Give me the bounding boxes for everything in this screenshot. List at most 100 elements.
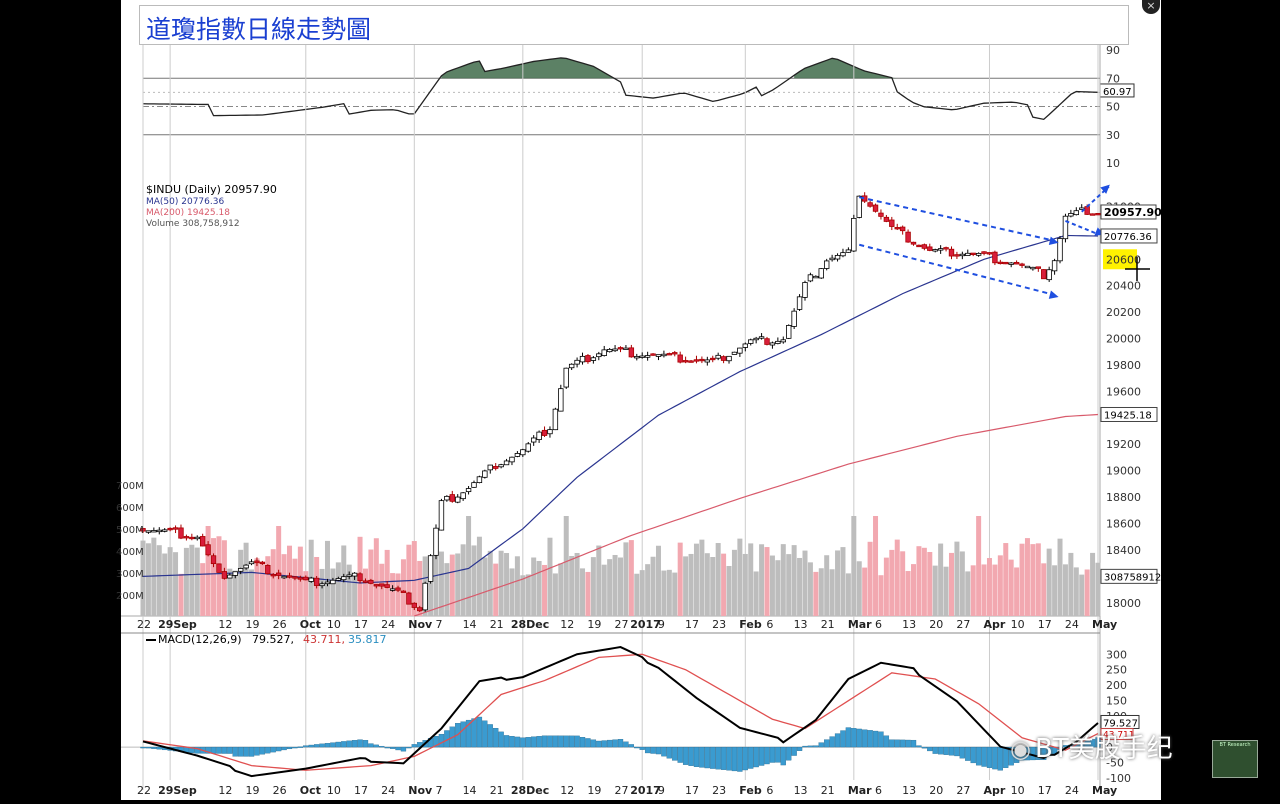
macd-hist-bar <box>1013 746 1020 763</box>
volume-bar <box>216 536 222 616</box>
macd-hist-bar <box>313 744 320 748</box>
volume-bar <box>851 516 857 616</box>
macd-hist-bar <box>796 746 803 751</box>
candle-body <box>368 579 374 584</box>
price-tick-label: 18600 <box>1106 518 1141 531</box>
candle-body <box>579 355 586 363</box>
candle-body <box>596 353 602 358</box>
candle-body <box>503 460 510 466</box>
candle-body <box>1035 266 1042 269</box>
macd-hist-bar <box>1008 746 1014 766</box>
macd-hist-bar <box>406 746 412 749</box>
price-marker-box <box>1100 406 1158 422</box>
x-axis-label: 20 <box>929 618 943 631</box>
candle-body <box>878 212 884 217</box>
volume-bar <box>281 554 287 616</box>
candle-body <box>710 357 716 361</box>
volume-bar <box>916 546 922 616</box>
volume-bar <box>444 563 450 616</box>
price-legend-item: $INDU (Daily) 20957.90 <box>146 183 277 196</box>
x-axis-label-bottom: 6 <box>766 784 773 797</box>
macd-hist-bar <box>775 746 781 763</box>
volume-bar <box>802 550 808 616</box>
candle-body <box>916 244 922 248</box>
volume-bar <box>704 553 710 616</box>
macd-hist-bar <box>948 746 955 756</box>
x-axis-label-bottom: 2017 <box>630 784 661 797</box>
macd-hist-bar <box>688 746 694 766</box>
candle-body <box>986 252 993 255</box>
x-axis-label: 27 <box>615 618 629 631</box>
candle-body <box>623 347 629 350</box>
volume-bar <box>1003 543 1009 616</box>
x-axis-label: 27 <box>956 618 970 631</box>
rsi-panel: 90 70 50 30 10 60.97 <box>142 44 1135 170</box>
volume-bar <box>433 538 439 616</box>
volume-bar <box>677 542 683 616</box>
candle-body <box>330 579 336 585</box>
macd-hist-bar <box>910 739 917 748</box>
candle-body <box>1068 213 1074 217</box>
macd-hist-bar <box>802 745 808 748</box>
x-axis-label: 23 <box>712 618 726 631</box>
chart-title-box: 道瓊指數日線走勢圖 <box>139 5 1129 45</box>
volume-bar <box>1024 538 1030 616</box>
volume-bar <box>156 545 162 616</box>
volume-bar <box>867 541 873 616</box>
candle-body <box>639 355 645 358</box>
volume-bar <box>574 552 580 616</box>
candle-body <box>547 429 553 435</box>
candle-body <box>1062 215 1069 240</box>
x-axis-label-bottom: 10 <box>1011 784 1025 797</box>
volume-bar <box>254 558 260 616</box>
volume-bar <box>655 545 661 616</box>
candle-body <box>1019 263 1025 266</box>
volume-bar <box>1030 544 1036 616</box>
volume-bar <box>731 549 737 616</box>
macd-tick-label: 0 <box>1106 741 1113 754</box>
macd-hist-bar <box>780 746 786 766</box>
price-marker-label: 20600 <box>1106 253 1141 266</box>
macd-hist-bar <box>585 738 591 748</box>
price-tick-label: 18000 <box>1106 597 1141 610</box>
projection-up-arrow <box>1100 184 1110 194</box>
volume-bar <box>911 564 917 616</box>
candle-body <box>758 336 765 339</box>
x-axis-label-bottom: 17 <box>1038 784 1052 797</box>
x-axis-label-bottom: 10 <box>327 784 341 797</box>
candle-body <box>509 456 515 463</box>
candle-body <box>628 347 635 358</box>
candle-body <box>194 536 200 540</box>
x-axis-label-bottom: 20 <box>929 784 943 797</box>
macd-hist-bar <box>324 743 331 748</box>
macd-hist-bar <box>493 727 499 748</box>
rsi-overbought-fill <box>441 57 898 79</box>
volume-bar <box>889 549 895 616</box>
macd-hist-bar <box>389 746 396 749</box>
volume-bar <box>324 540 330 616</box>
volume-bar <box>563 516 569 616</box>
macd-hist-bar <box>617 739 624 748</box>
candle-body <box>324 581 331 585</box>
candle-body <box>167 527 173 531</box>
volume-bar <box>471 545 477 616</box>
macd-hist-bar <box>927 746 933 752</box>
volume-bar <box>943 566 949 616</box>
close-icon[interactable]: × <box>1142 0 1160 14</box>
volume-bar <box>335 562 341 616</box>
volume-bar <box>1008 559 1014 616</box>
macd-legend-hist: 35.817 <box>348 633 387 646</box>
macd-hist-bar <box>286 746 293 750</box>
candle-body <box>151 530 157 533</box>
candle-body <box>943 247 949 250</box>
volume-bar <box>585 571 591 616</box>
volume-bar <box>498 550 504 616</box>
x-axis-label-bottom: Oct <box>300 784 321 797</box>
candle-body <box>726 355 732 362</box>
price-tick-label: 19600 <box>1106 385 1141 398</box>
volume-bar <box>487 550 493 616</box>
candle-body <box>411 602 418 608</box>
x-axis-label-bottom: 13 <box>902 784 916 797</box>
x-axis-label-bottom: 7 <box>435 784 442 797</box>
volume-bar <box>618 557 623 616</box>
